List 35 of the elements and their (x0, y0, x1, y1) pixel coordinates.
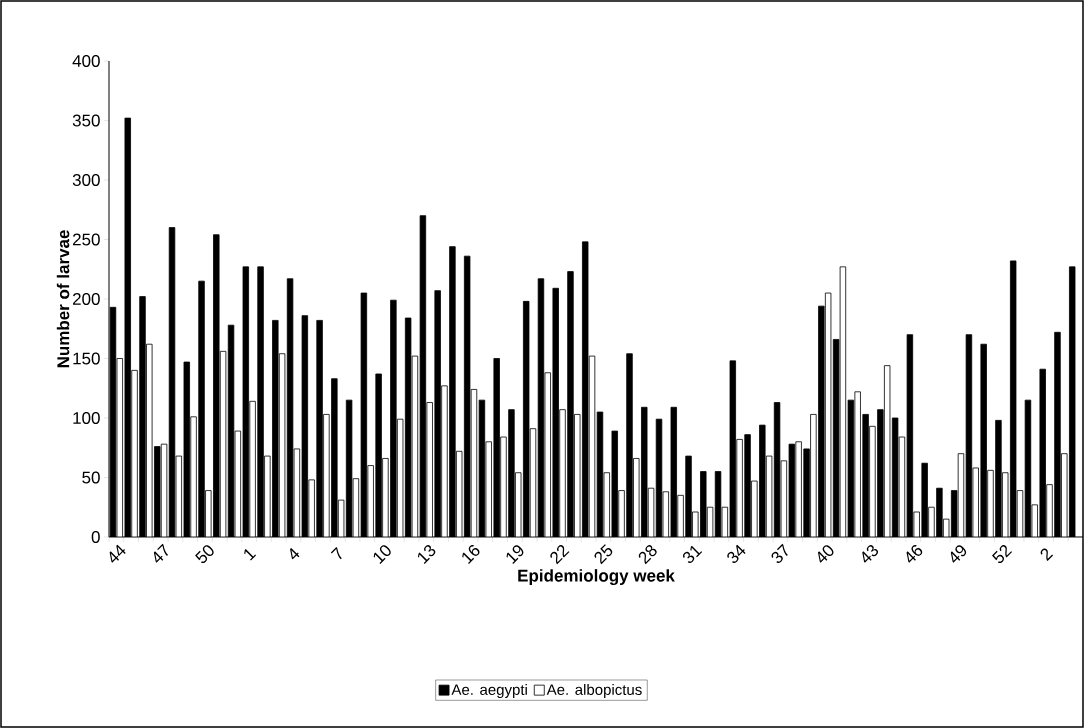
x-tick-label: 7 (330, 547, 342, 560)
x-tick-label: 31 (682, 545, 703, 564)
x-tick-label: 25 (594, 544, 613, 565)
x-tick-label: 40 (817, 545, 834, 563)
x-tick-label: 44 (109, 544, 126, 563)
y-tick-label: 50 (82, 471, 100, 484)
x-tick-label: 52 (992, 545, 1013, 564)
x-axis-title: Epidemiology week (518, 569, 675, 586)
y-tick-label: 250 (72, 233, 100, 246)
legend-label: Ae. albopictus (546, 683, 642, 698)
x-tick-label: 28 (638, 545, 657, 565)
x-tick-label: 10 (373, 545, 391, 564)
y-tick-label: 350 (72, 114, 100, 127)
y-tick-label: 100 (73, 411, 100, 425)
y-tick-label: 150 (73, 352, 100, 365)
x-tick-label: 2 (1040, 548, 1054, 561)
legend-label: Ae. aegypti (451, 683, 527, 698)
y-tick-label: 200 (72, 292, 100, 306)
x-tick-label: 47 (153, 543, 169, 563)
x-tick-label: 43 (862, 545, 879, 563)
y-tick-label: 400 (72, 54, 100, 68)
x-tick-label: 4 (290, 548, 300, 560)
y-tick-label: 300 (72, 173, 100, 187)
x-tick-label: 13 (417, 545, 436, 564)
x-tick-label: 22 (550, 545, 570, 565)
y-axis-title: Number of larvae (56, 230, 70, 368)
x-tick-label: 34 (727, 544, 746, 564)
x-tick-label: 19 (506, 545, 524, 564)
y-tick-label: 0 (91, 530, 100, 544)
x-tick-label: 46 (906, 545, 923, 563)
x-tick-label: 37 (771, 543, 788, 564)
x-tick-label: 50 (195, 545, 214, 564)
x-tick-label: 49 (950, 545, 967, 563)
x-tick-label: 16 (462, 545, 480, 564)
x-tick-label: 1 (244, 549, 257, 561)
